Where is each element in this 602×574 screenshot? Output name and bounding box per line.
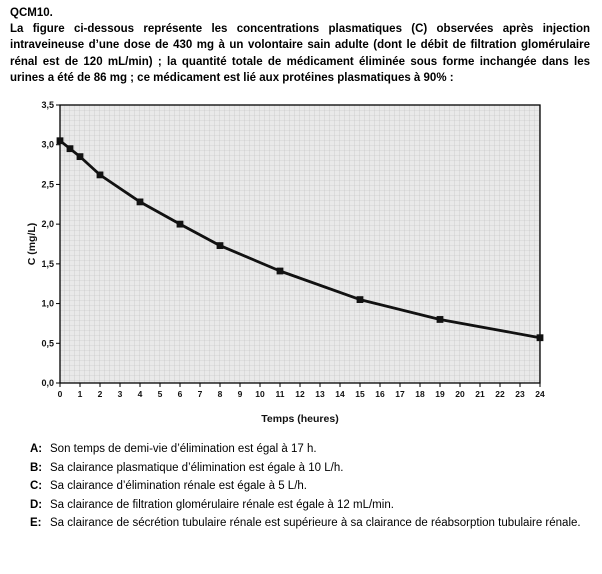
svg-text:1: 1	[78, 389, 83, 399]
svg-text:9: 9	[238, 389, 243, 399]
svg-text:10: 10	[255, 389, 265, 399]
svg-text:20: 20	[455, 389, 465, 399]
svg-text:3,5: 3,5	[41, 100, 54, 110]
question-number: QCM10.	[10, 7, 53, 19]
option-e-text: Sa clairance de sécrétion tubulaire réna…	[50, 517, 581, 530]
option-c-label: C:	[30, 480, 43, 493]
question-intro: La figure ci-dessous représente les conc…	[10, 23, 590, 84]
plot-frame	[59, 104, 541, 384]
svg-text:2,5: 2,5	[41, 180, 54, 190]
svg-text:6: 6	[178, 389, 183, 399]
option-b-label: B:	[30, 461, 43, 474]
svg-text:23: 23	[515, 389, 525, 399]
x-axis: 0 1 2 3 4 5 6 7 8 9 10 11 12 13 14 15 16 17 18 19 20 21 22 23 24	[58, 383, 545, 399]
svg-text:4: 4	[138, 389, 143, 399]
option-b: B: Sa clairance plasmatique d’éliminatio…	[30, 461, 590, 477]
option-e: E: Sa clairance de sécrétion tubulaire r…	[30, 516, 590, 532]
option-a: A: Son temps de demi-vie d’élimination e…	[30, 442, 590, 458]
option-e-label: E:	[30, 517, 42, 530]
option-c-text: Sa clairance d’élimination rénale est ég…	[50, 480, 307, 493]
answer-options: A: Son temps de demi-vie d’élimination e…	[30, 442, 590, 532]
svg-text:16: 16	[375, 389, 385, 399]
option-d-label: D:	[30, 498, 43, 511]
x-axis-label: Temps (heures)	[261, 413, 338, 425]
option-b-text: Sa clairance plasmatique d’élimination e…	[50, 461, 344, 474]
svg-text:24: 24	[535, 389, 545, 399]
svg-text:11: 11	[276, 389, 285, 399]
svg-text:22: 22	[495, 389, 505, 399]
concentration-time-chart: 0 1 2 3 4 5 6 7 8 9 10 11 12 13 14 15 16 17 18 19 20 21 22 23 24…	[24, 95, 552, 434]
svg-text:8: 8	[218, 389, 223, 399]
svg-text:0,0: 0,0	[41, 378, 54, 388]
option-a-text: Son temps de demi-vie d’élimination est …	[50, 443, 317, 456]
svg-text:3,0: 3,0	[41, 140, 54, 150]
y-axis: 0,0 0,5 1,0 1,5 2,0 2,5 3,0 3,5	[41, 100, 60, 388]
svg-text:7: 7	[198, 389, 203, 399]
chart-svg: 0 1 2 3 4 5 6 7 8 9 10 11 12 13 14 15 16 17 18 19 20 21 22 23 24…	[26, 100, 545, 425]
data-markers	[56, 137, 544, 342]
svg-text:2: 2	[98, 389, 103, 399]
svg-text:5: 5	[158, 389, 163, 399]
svg-text:15: 15	[355, 389, 365, 399]
svg-text:13: 13	[315, 389, 325, 399]
option-c: C: Sa clairance d’élimination rénale est…	[30, 479, 590, 495]
svg-text:0: 0	[58, 389, 63, 399]
svg-text:1,5: 1,5	[41, 259, 54, 269]
svg-text:18: 18	[415, 389, 425, 399]
svg-text:14: 14	[335, 389, 345, 399]
svg-text:21: 21	[475, 389, 485, 399]
svg-text:2,0: 2,0	[41, 219, 54, 229]
y-axis-label: C (mg/L)	[26, 223, 38, 266]
plot-grid	[60, 105, 540, 384]
svg-text:3: 3	[118, 389, 123, 399]
svg-text:1,0: 1,0	[41, 299, 54, 309]
svg-text:17: 17	[395, 389, 405, 399]
option-d: D: Sa clairance de filtration glomérulai…	[30, 498, 590, 514]
svg-text:12: 12	[295, 389, 305, 399]
svg-text:0,5: 0,5	[41, 339, 54, 349]
svg-text:19: 19	[435, 389, 445, 399]
option-d-text: Sa clairance de filtration glomérulaire …	[50, 498, 394, 511]
option-a-label: A:	[30, 443, 43, 456]
qcm-page: QCM10. La figure ci-dessous représente l…	[10, 7, 590, 532]
